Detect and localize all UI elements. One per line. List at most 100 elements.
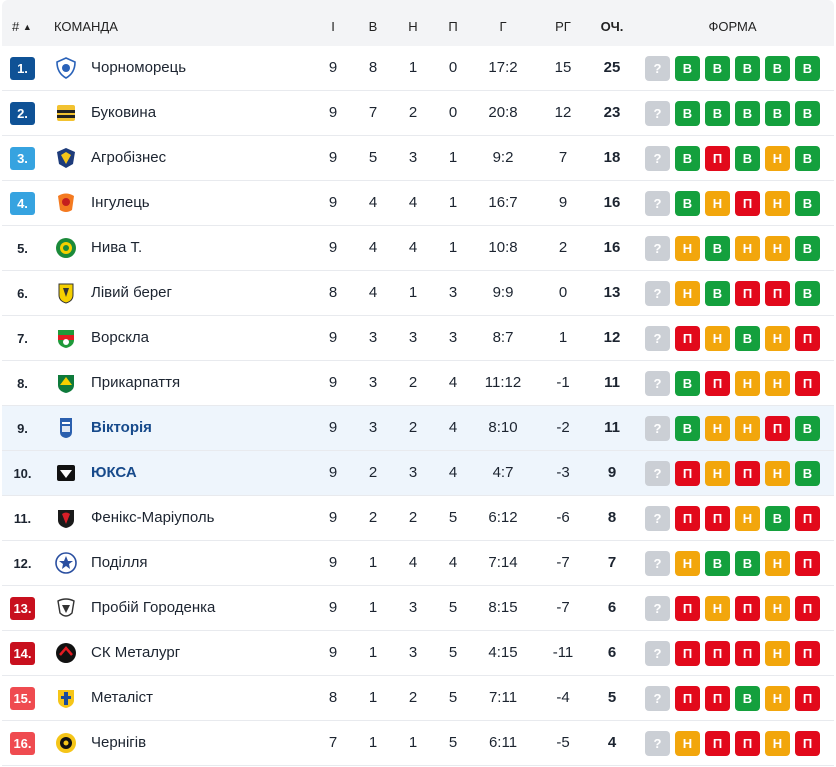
form-loss-badge[interactable]: П: [795, 641, 820, 666]
form-upcoming-badge[interactable]: ?: [645, 461, 670, 486]
bukovyna-crest-icon[interactable]: [55, 102, 77, 124]
form-win-badge[interactable]: В: [675, 371, 700, 396]
team-name-link[interactable]: Поділля: [91, 554, 148, 571]
points-header[interactable]: ОЧ.: [600, 19, 624, 34]
form-upcoming-badge[interactable]: ?: [645, 326, 670, 351]
form-loss-badge[interactable]: П: [735, 281, 760, 306]
form-draw-badge[interactable]: Н: [735, 236, 760, 261]
viktoriia-crest-icon[interactable]: [55, 417, 77, 439]
form-draw-badge[interactable]: Н: [765, 596, 790, 621]
chernihiv-crest-icon[interactable]: [55, 732, 77, 754]
livyi-bereh-crest-icon[interactable]: [55, 282, 77, 304]
team-name-link[interactable]: Прикарпаття: [91, 374, 181, 391]
form-win-badge[interactable]: В: [765, 56, 790, 81]
form-win-badge[interactable]: В: [705, 236, 730, 261]
form-loss-badge[interactable]: П: [705, 146, 730, 171]
vorskla-crest-icon[interactable]: [55, 327, 77, 349]
form-draw-badge[interactable]: Н: [765, 371, 790, 396]
form-loss-badge[interactable]: П: [735, 641, 760, 666]
form-loss-badge[interactable]: П: [735, 461, 760, 486]
form-loss-badge[interactable]: П: [675, 641, 700, 666]
form-win-badge[interactable]: В: [735, 101, 760, 126]
form-upcoming-badge[interactable]: ?: [645, 731, 670, 756]
table-row[interactable]: 7. Ворскла 9 3 3 3 8:7 1 12? П Н В Н П: [2, 316, 834, 361]
table-row[interactable]: 3. Агробізнес 9 5 3 1 9:2 7 18? В П В Н В: [2, 136, 834, 181]
form-draw-badge[interactable]: Н: [765, 461, 790, 486]
form-draw-badge[interactable]: Н: [675, 731, 700, 756]
form-loss-badge[interactable]: П: [705, 371, 730, 396]
form-loss-badge[interactable]: П: [795, 326, 820, 351]
form-win-badge[interactable]: В: [735, 326, 760, 351]
form-upcoming-badge[interactable]: ?: [645, 191, 670, 216]
table-row[interactable]: 5. Нива Т. 9 4 4 1 10:8 2 16? Н В Н Н В: [2, 226, 834, 271]
table-row[interactable]: 11. Фенікс-Маріуполь 9 2 2 5 6:12 -6 8? П П Н В П: [2, 496, 834, 541]
form-draw-badge[interactable]: Н: [705, 596, 730, 621]
table-row[interactable]: 10. ЮКСА 9 2 3 4 4:7 -3 9? П Н П Н В: [2, 451, 834, 496]
yuksa-crest-icon[interactable]: [55, 462, 77, 484]
form-draw-badge[interactable]: Н: [735, 416, 760, 441]
form-draw-badge[interactable]: Н: [765, 236, 790, 261]
form-loss-badge[interactable]: П: [705, 731, 730, 756]
team-name-link[interactable]: Буковина: [91, 104, 157, 121]
form-win-badge[interactable]: В: [765, 101, 790, 126]
team-name-link[interactable]: Пробій Городенка: [91, 599, 216, 616]
form-win-badge[interactable]: В: [675, 101, 700, 126]
form-draw-badge[interactable]: Н: [765, 551, 790, 576]
form-win-badge[interactable]: В: [735, 146, 760, 171]
form-loss-badge[interactable]: П: [795, 596, 820, 621]
form-upcoming-badge[interactable]: ?: [645, 506, 670, 531]
form-loss-badge[interactable]: П: [705, 506, 730, 531]
lost-header[interactable]: П: [448, 19, 458, 34]
team-name-link[interactable]: ЮКСА: [91, 464, 137, 481]
form-win-badge[interactable]: В: [675, 56, 700, 81]
form-upcoming-badge[interactable]: ?: [645, 641, 670, 666]
team-name-link[interactable]: Фенікс-Маріуполь: [91, 509, 215, 526]
form-draw-badge[interactable]: Н: [705, 191, 730, 216]
form-loss-badge[interactable]: П: [795, 371, 820, 396]
nyva-crest-icon[interactable]: [55, 237, 77, 259]
rank-header[interactable]: # ▲: [12, 0, 32, 46]
form-win-badge[interactable]: В: [735, 551, 760, 576]
form-win-badge[interactable]: В: [675, 146, 700, 171]
form-draw-badge[interactable]: Н: [675, 236, 700, 261]
form-upcoming-badge[interactable]: ?: [645, 236, 670, 261]
feniks-crest-icon[interactable]: [55, 507, 77, 529]
table-row[interactable]: 2. Буковина 9 7 2 0 20:8 12 23? В В В В В: [2, 91, 834, 136]
form-draw-badge[interactable]: Н: [705, 326, 730, 351]
team-name-link[interactable]: СК Металург: [91, 644, 181, 661]
team-name-link[interactable]: Ворскла: [91, 329, 150, 346]
table-row[interactable]: 4. Інгулець 9 4 4 1 16:7 9 16? В Н П Н В: [2, 181, 834, 226]
form-win-badge[interactable]: В: [705, 281, 730, 306]
form-win-badge[interactable]: В: [795, 191, 820, 216]
form-upcoming-badge[interactable]: ?: [645, 101, 670, 126]
goals-header[interactable]: Г: [499, 19, 507, 34]
form-loss-badge[interactable]: П: [735, 596, 760, 621]
form-win-badge[interactable]: В: [795, 281, 820, 306]
form-draw-badge[interactable]: Н: [735, 506, 760, 531]
form-loss-badge[interactable]: П: [795, 731, 820, 756]
form-loss-badge[interactable]: П: [765, 281, 790, 306]
form-loss-badge[interactable]: П: [795, 551, 820, 576]
form-loss-badge[interactable]: П: [765, 416, 790, 441]
form-draw-badge[interactable]: Н: [705, 461, 730, 486]
form-upcoming-badge[interactable]: ?: [645, 281, 670, 306]
team-name-link[interactable]: Нива Т.: [91, 239, 143, 256]
table-row[interactable]: 14. СК Металург 9 1 3 5 4:15 -11 6? П П П Н П: [2, 631, 834, 676]
form-win-badge[interactable]: В: [675, 191, 700, 216]
form-loss-badge[interactable]: П: [675, 326, 700, 351]
form-draw-badge[interactable]: Н: [735, 371, 760, 396]
team-name-link[interactable]: Металіст: [91, 689, 154, 706]
form-draw-badge[interactable]: Н: [765, 191, 790, 216]
team-name-link[interactable]: Вікторія: [91, 419, 152, 436]
form-win-badge[interactable]: В: [795, 101, 820, 126]
form-win-badge[interactable]: В: [795, 56, 820, 81]
form-upcoming-badge[interactable]: ?: [645, 686, 670, 711]
prykarpattia-crest-icon[interactable]: [55, 372, 77, 394]
table-row[interactable]: 13. Пробій Городенка 9 1 3 5 8:15 -7 6? П Н П Н П: [2, 586, 834, 631]
form-loss-badge[interactable]: П: [675, 686, 700, 711]
form-win-badge[interactable]: В: [735, 56, 760, 81]
form-upcoming-badge[interactable]: ?: [645, 146, 670, 171]
form-loss-badge[interactable]: П: [675, 506, 700, 531]
form-win-badge[interactable]: В: [705, 56, 730, 81]
form-win-badge[interactable]: В: [735, 686, 760, 711]
